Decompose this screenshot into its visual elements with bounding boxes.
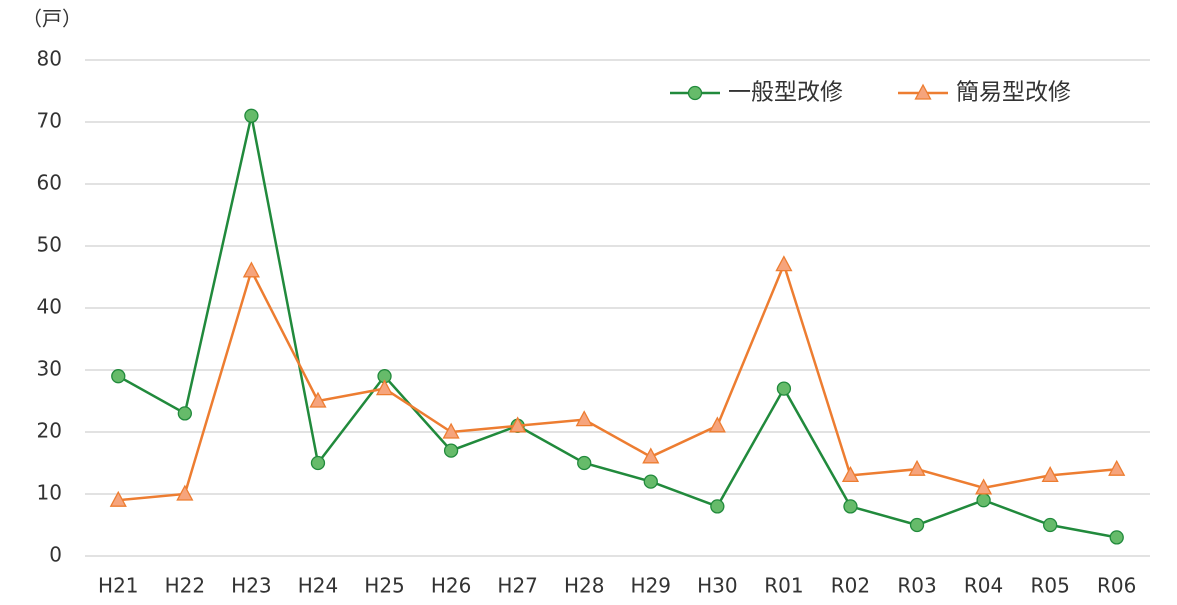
marker: [1108, 459, 1126, 476]
marker: [908, 459, 926, 476]
marker: [843, 499, 858, 514]
x-tick-label: H26: [431, 574, 472, 598]
x-tick-label: R04: [964, 574, 1003, 598]
x-tick-label: H27: [497, 574, 538, 598]
x-tick-label: R01: [764, 574, 803, 598]
marker: [242, 261, 260, 278]
marker: [976, 493, 991, 508]
y-tick-label: 50: [37, 233, 62, 257]
legend-label: 一般型改修: [728, 80, 843, 106]
x-tick-label: H23: [231, 574, 272, 598]
x-tick-label: H29: [631, 574, 672, 598]
marker: [443, 443, 459, 458]
x-tick-label: H28: [564, 574, 605, 598]
y-tick-label: 40: [37, 295, 62, 319]
y-tick-label: 30: [37, 357, 62, 381]
y-tick-label: 80: [37, 47, 62, 71]
y-tick-label: 10: [37, 481, 62, 505]
marker: [177, 406, 192, 421]
marker: [775, 255, 793, 272]
legend-marker: [687, 85, 703, 101]
marker: [310, 455, 326, 471]
marker: [442, 422, 460, 439]
x-tick-label: H22: [165, 574, 206, 598]
legend-marker: [914, 83, 932, 100]
marker: [111, 369, 126, 384]
marker: [577, 455, 592, 471]
marker: [841, 466, 860, 483]
marker: [575, 410, 593, 427]
marker: [776, 381, 792, 396]
series-line: [117, 115, 1117, 539]
marker: [975, 478, 993, 495]
series-line: [118, 260, 1117, 502]
x-tick-label: R02: [831, 574, 870, 598]
y-tick-label: 70: [37, 109, 62, 133]
marker: [1109, 530, 1124, 545]
marker: [708, 416, 726, 433]
y-tick-label: 0: [49, 543, 62, 567]
marker: [244, 108, 259, 123]
marker: [109, 490, 127, 507]
y-axis-unit: （戸）: [22, 7, 82, 31]
marker: [1041, 466, 1059, 483]
marker: [176, 484, 194, 501]
marker: [710, 499, 725, 514]
y-tick-label: 20: [37, 419, 62, 443]
y-tick-label: 60: [37, 171, 62, 195]
x-tick-label: R05: [1030, 574, 1069, 598]
marker: [909, 517, 925, 533]
x-tick-label: R06: [1097, 574, 1136, 598]
legend-label: 簡易型改修: [956, 80, 1071, 106]
x-tick-label: H25: [364, 574, 405, 598]
marker: [375, 379, 394, 396]
x-tick-label: H30: [697, 574, 738, 598]
x-tick-label: R03: [897, 574, 936, 598]
x-tick-label: H21: [98, 574, 139, 598]
marker: [309, 391, 327, 408]
marker: [1043, 517, 1058, 533]
x-tick-label: H24: [298, 574, 339, 598]
marker: [642, 447, 660, 464]
marker: [643, 474, 658, 489]
marker: [509, 416, 527, 433]
